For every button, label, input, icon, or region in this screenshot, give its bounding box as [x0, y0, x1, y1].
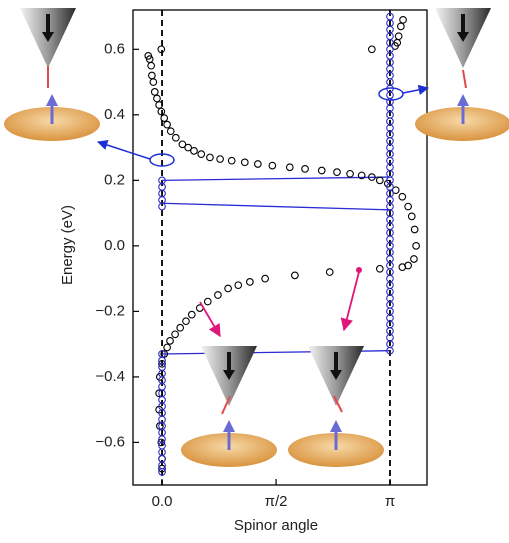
point	[184, 143, 193, 152]
point	[291, 271, 299, 280]
insets	[2, 6, 509, 469]
point	[407, 212, 416, 221]
point	[268, 161, 277, 170]
y-tick-label: 0.4	[104, 106, 125, 123]
point	[187, 310, 196, 319]
point	[158, 176, 166, 185]
connector	[162, 176, 390, 181]
point	[156, 422, 164, 430]
point	[397, 22, 405, 31]
point	[176, 323, 185, 332]
point	[171, 133, 180, 142]
plot-frame	[132, 9, 428, 486]
point	[203, 297, 212, 306]
point	[375, 176, 384, 185]
point	[147, 61, 155, 70]
point	[214, 291, 222, 299]
point	[160, 350, 169, 358]
point	[410, 255, 418, 263]
plot-area: −0.6 −0.4 −0.2 0.0 0.2 0.4 0.6 0.0 π/2 π	[95, 10, 420, 510]
point	[391, 186, 400, 195]
y-tick-label: 0.2	[104, 171, 125, 188]
y-tick-label: −0.6	[95, 433, 125, 450]
y-tick-label: −0.2	[95, 302, 125, 319]
point	[246, 278, 254, 286]
point	[367, 173, 376, 181]
point	[346, 169, 354, 178]
point	[166, 337, 174, 345]
y-tick-label: 0.0	[104, 237, 125, 254]
point	[234, 281, 243, 290]
point	[157, 438, 166, 447]
point	[301, 165, 309, 173]
point	[178, 140, 187, 149]
point	[153, 94, 161, 103]
point	[261, 274, 269, 283]
point	[149, 78, 158, 86]
point	[197, 150, 206, 158]
point	[155, 389, 163, 398]
point	[166, 127, 175, 136]
point	[150, 88, 159, 96]
y-tick-label: −0.4	[95, 368, 125, 385]
point	[240, 158, 249, 167]
point	[386, 12, 394, 21]
point	[155, 101, 163, 109]
point	[157, 107, 166, 116]
point	[404, 202, 412, 211]
point	[171, 330, 179, 339]
point	[333, 168, 341, 177]
point	[148, 71, 156, 80]
point	[317, 166, 326, 175]
point	[163, 343, 171, 352]
point	[375, 264, 384, 273]
point	[158, 464, 166, 473]
point	[254, 160, 262, 168]
point	[285, 163, 294, 172]
point	[182, 317, 190, 326]
x-tick-label: 0.0	[152, 493, 173, 510]
point	[394, 32, 403, 41]
point	[206, 153, 214, 162]
point	[398, 263, 407, 272]
point	[163, 120, 171, 129]
point	[357, 171, 366, 180]
point	[158, 359, 166, 368]
point	[398, 192, 407, 201]
connector	[162, 202, 390, 211]
point	[227, 156, 236, 165]
point	[160, 114, 169, 122]
point	[158, 468, 166, 476]
point	[367, 45, 376, 54]
point	[325, 268, 334, 276]
point	[224, 284, 232, 293]
x-tick-label: π	[385, 493, 395, 510]
point	[157, 45, 166, 54]
point	[216, 155, 224, 163]
x-tick-label: π/2	[265, 493, 288, 510]
y-axis-label: Energy (eV)	[59, 205, 76, 285]
x-axis-label: Spinor angle	[234, 517, 318, 534]
y-tick-label: 0.6	[104, 40, 125, 57]
point	[399, 15, 407, 24]
point	[410, 225, 419, 234]
point	[190, 147, 198, 155]
point	[412, 242, 420, 250]
